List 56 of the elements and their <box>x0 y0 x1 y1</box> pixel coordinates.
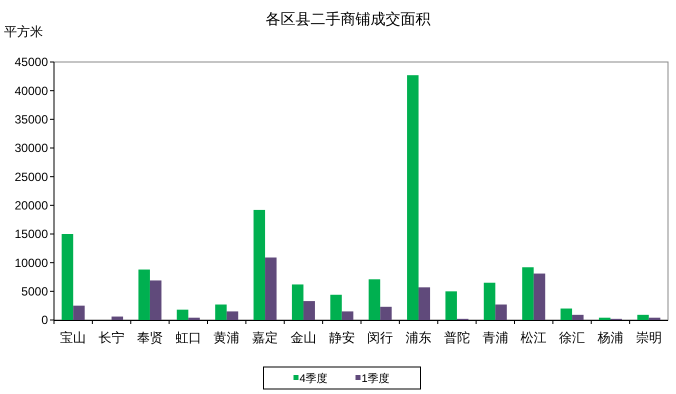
x-tick-label: 宝山 <box>60 330 86 345</box>
x-tick-label: 浦东 <box>406 330 432 345</box>
bar <box>265 258 277 320</box>
bar <box>176 310 188 320</box>
bar <box>560 308 572 320</box>
x-tick-label: 黄浦 <box>214 330 240 345</box>
bar <box>226 311 238 320</box>
bar <box>215 304 227 320</box>
bar <box>254 210 266 320</box>
bar <box>445 291 457 320</box>
bar <box>407 75 419 320</box>
bar <box>303 301 315 320</box>
bar <box>637 314 649 320</box>
y-tick-label: 30000 <box>14 141 48 156</box>
x-tick-label: 徐汇 <box>559 330 586 345</box>
bar <box>73 306 85 320</box>
bar <box>380 306 392 320</box>
bar <box>112 316 124 320</box>
x-tick-label: 嘉定 <box>252 330 278 345</box>
x-tick-label: 杨浦 <box>596 330 624 345</box>
bar <box>342 311 354 320</box>
y-tick-label: 10000 <box>14 256 48 270</box>
x-tick-label: 闵行 <box>367 330 394 345</box>
bar <box>368 279 380 320</box>
x-tick-label: 奉贤 <box>136 330 163 345</box>
x-tick-label: 长宁 <box>98 330 125 345</box>
bar <box>534 274 546 320</box>
bar <box>330 294 342 320</box>
x-tick-label: 金山 <box>290 330 316 345</box>
bar <box>150 280 162 320</box>
y-tick-label: 40000 <box>14 84 48 98</box>
y-tick-label: 5000 <box>21 284 48 299</box>
legend-label: 1季度 <box>362 372 390 385</box>
y-tick-label: 20000 <box>14 198 48 213</box>
bar <box>138 270 150 320</box>
bar <box>292 284 304 320</box>
x-tick-label: 普陀 <box>444 330 470 345</box>
y-tick-label: 45000 <box>14 55 48 70</box>
x-tick-label: 崇明 <box>636 330 662 345</box>
bar <box>484 282 496 320</box>
bar <box>572 314 584 320</box>
y-tick-label: 0 <box>41 313 48 328</box>
x-tick-label: 虹口 <box>175 330 202 345</box>
y-tick-label: 35000 <box>14 112 48 127</box>
bar <box>418 287 430 320</box>
y-axis-title: 平方米 <box>4 24 43 39</box>
y-tick-label: 25000 <box>14 170 48 184</box>
legend-label: 4季度 <box>300 372 328 385</box>
bar <box>62 234 74 320</box>
y-tick-label: 15000 <box>14 227 48 242</box>
x-tick-label: 静安 <box>328 330 355 345</box>
bar <box>522 267 534 320</box>
chart-title: 各区县二手商铺成交面积 <box>266 11 430 28</box>
x-tick-label: 松江 <box>520 330 547 345</box>
x-tick-label: 青浦 <box>482 330 508 345</box>
bar <box>495 304 507 320</box>
